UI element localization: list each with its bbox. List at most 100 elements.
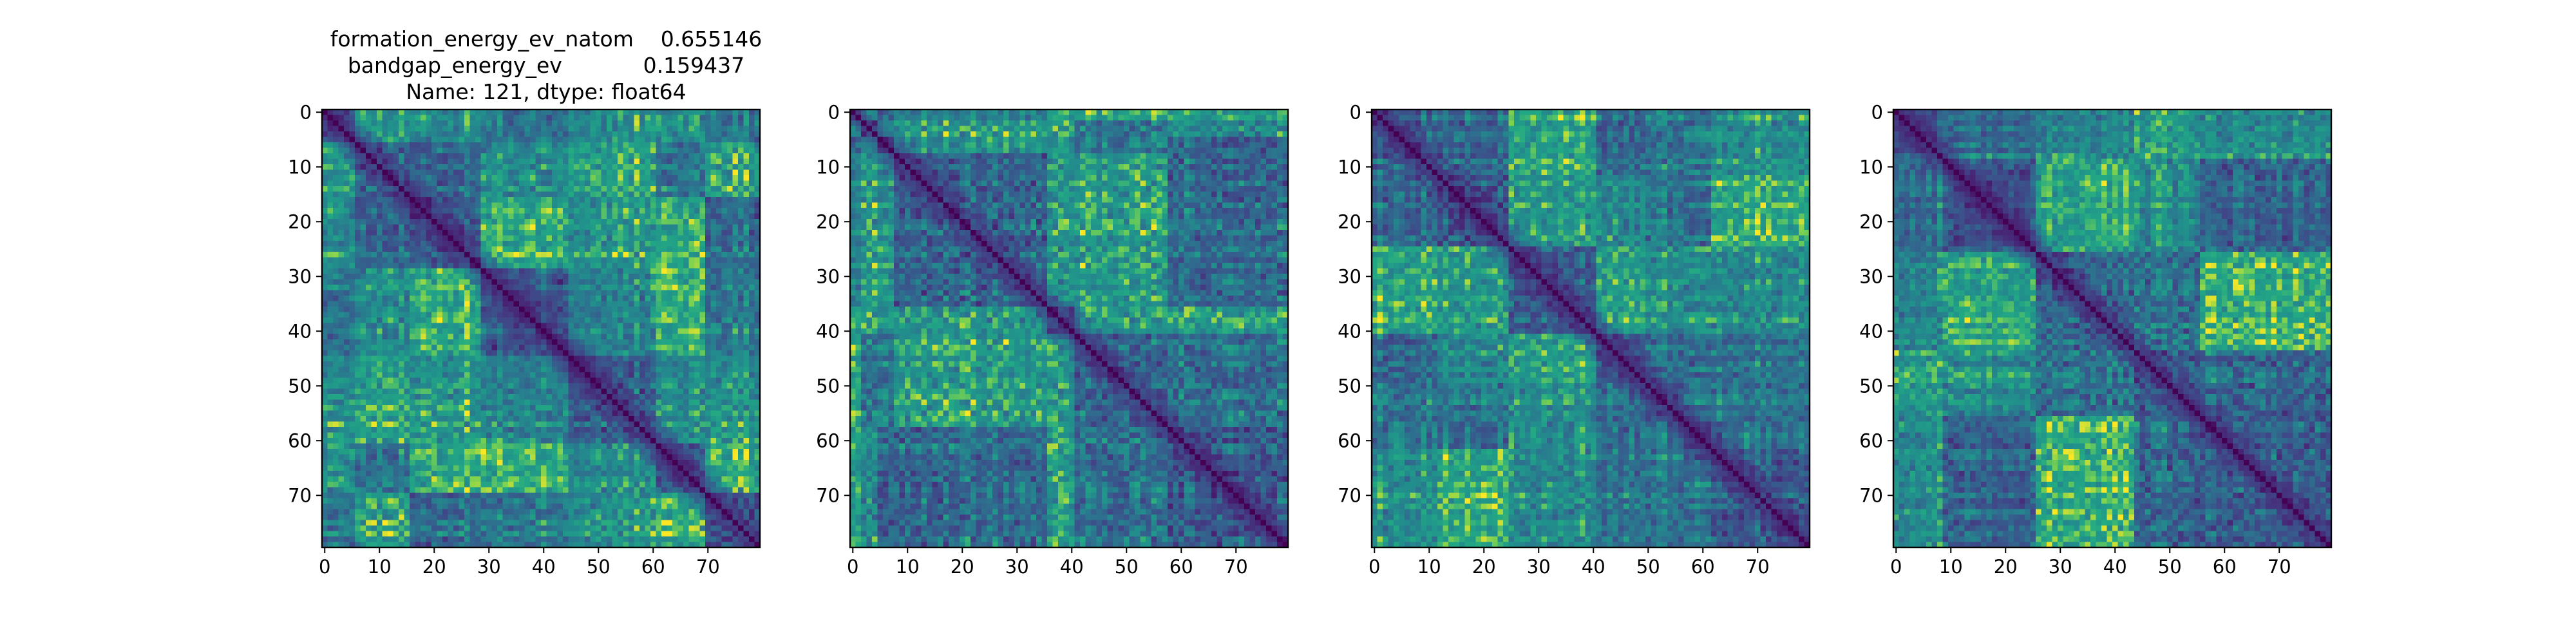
heatmap-cell (470, 389, 476, 395)
heatmap-cell (623, 109, 629, 115)
heatmap-cell (393, 214, 399, 220)
heatmap-cell (596, 312, 601, 318)
heatmap-cell (733, 208, 739, 214)
heatmap-cell (475, 142, 481, 148)
heatmap-cell (475, 405, 481, 411)
heatmap-cell (426, 269, 432, 274)
heatmap-cell (464, 186, 470, 192)
heatmap-cell (722, 317, 728, 323)
heatmap-cell (672, 126, 678, 132)
heatmap-cell (486, 159, 492, 165)
heatmap-cell (339, 208, 345, 214)
heatmap-cell (492, 312, 498, 318)
heatmap-cell (322, 356, 328, 362)
heatmap-cell (486, 225, 492, 231)
heatmap-cell (623, 274, 629, 279)
heatmap-cell (629, 356, 634, 362)
heatmap-cell (738, 290, 744, 296)
heatmap-cell (481, 356, 487, 362)
heatmap-cell (558, 247, 564, 252)
heatmap-cell (372, 400, 377, 406)
heatmap-cell (519, 137, 525, 143)
heatmap-cell (541, 361, 547, 367)
heatmap-cell (453, 361, 459, 367)
heatmap-cell (558, 263, 564, 269)
heatmap-cell (596, 296, 601, 301)
heatmap-cell (377, 159, 383, 165)
heatmap-cell (722, 416, 728, 422)
heatmap-cell (508, 285, 514, 290)
heatmap-cell (481, 241, 487, 247)
heatmap-cell (355, 186, 361, 192)
heatmap-cell (574, 345, 580, 351)
heatmap-cell (442, 269, 448, 274)
heatmap-cell (497, 236, 503, 242)
heatmap-cell (591, 279, 596, 285)
heatmap-cell (361, 142, 366, 148)
heatmap-cell (558, 159, 564, 165)
heatmap-cell (563, 378, 569, 384)
heatmap-cell (328, 164, 334, 170)
heatmap-cell (415, 317, 421, 323)
heatmap-cell (672, 115, 678, 121)
heatmap-cell (672, 175, 678, 181)
heatmap-cell (569, 317, 574, 323)
heatmap-cell (410, 279, 415, 285)
heatmap-cell (700, 142, 706, 148)
heatmap-cell (492, 296, 498, 301)
heatmap-cell (563, 181, 569, 187)
heatmap-cell (711, 422, 717, 428)
heatmap-cell (393, 219, 399, 225)
heatmap-cell (705, 247, 711, 252)
heatmap-cell (453, 394, 459, 400)
heatmap-cell (383, 274, 388, 279)
heatmap-cell (530, 389, 536, 395)
heatmap-cell (629, 181, 634, 187)
heatmap-cell (339, 115, 345, 121)
heatmap-cell (503, 126, 509, 132)
heatmap-cell (596, 230, 601, 236)
heatmap-cell (661, 175, 667, 181)
heatmap-cell (503, 405, 509, 411)
heatmap-cell (552, 236, 558, 242)
heatmap-cell (503, 422, 509, 428)
heatmap-cell (410, 181, 415, 187)
heatmap-cell (580, 137, 585, 143)
heatmap-cell (497, 258, 503, 263)
heatmap-cell (558, 427, 564, 433)
heatmap-cell (431, 400, 437, 406)
heatmap-cell (372, 115, 377, 121)
heatmap-cell (492, 126, 498, 132)
heatmap-cell (661, 361, 667, 367)
heatmap-cell (727, 383, 733, 389)
heatmap-cell (328, 159, 334, 165)
heatmap-cell (683, 405, 689, 411)
heatmap-cell (749, 258, 755, 263)
heatmap-cell (503, 361, 509, 367)
heatmap-cell (711, 120, 717, 126)
heatmap-cell (333, 411, 339, 417)
heatmap-cell (475, 367, 481, 373)
heatmap-cell (383, 159, 388, 165)
heatmap-cell (650, 159, 656, 165)
heatmap-cell (453, 444, 459, 450)
heatmap-cell (328, 236, 334, 242)
heatmap-cell (470, 131, 476, 137)
heatmap-cell (711, 350, 717, 356)
heatmap-cell (431, 230, 437, 236)
heatmap-cell (596, 334, 601, 340)
heatmap-cell (683, 214, 689, 220)
heatmap-cell (574, 367, 580, 373)
heatmap-cell (415, 263, 421, 269)
heatmap-cell (431, 219, 437, 225)
heatmap-cell (552, 361, 558, 367)
heatmap-cell (705, 181, 711, 187)
heatmap-cell (733, 400, 739, 406)
heatmap-cell (683, 241, 689, 247)
heatmap-cell (744, 444, 750, 450)
heatmap-cell (366, 279, 372, 285)
heatmap-cell (667, 361, 673, 367)
heatmap-cell (727, 142, 733, 148)
heatmap-cell (453, 296, 459, 301)
heatmap-cell (727, 197, 733, 203)
